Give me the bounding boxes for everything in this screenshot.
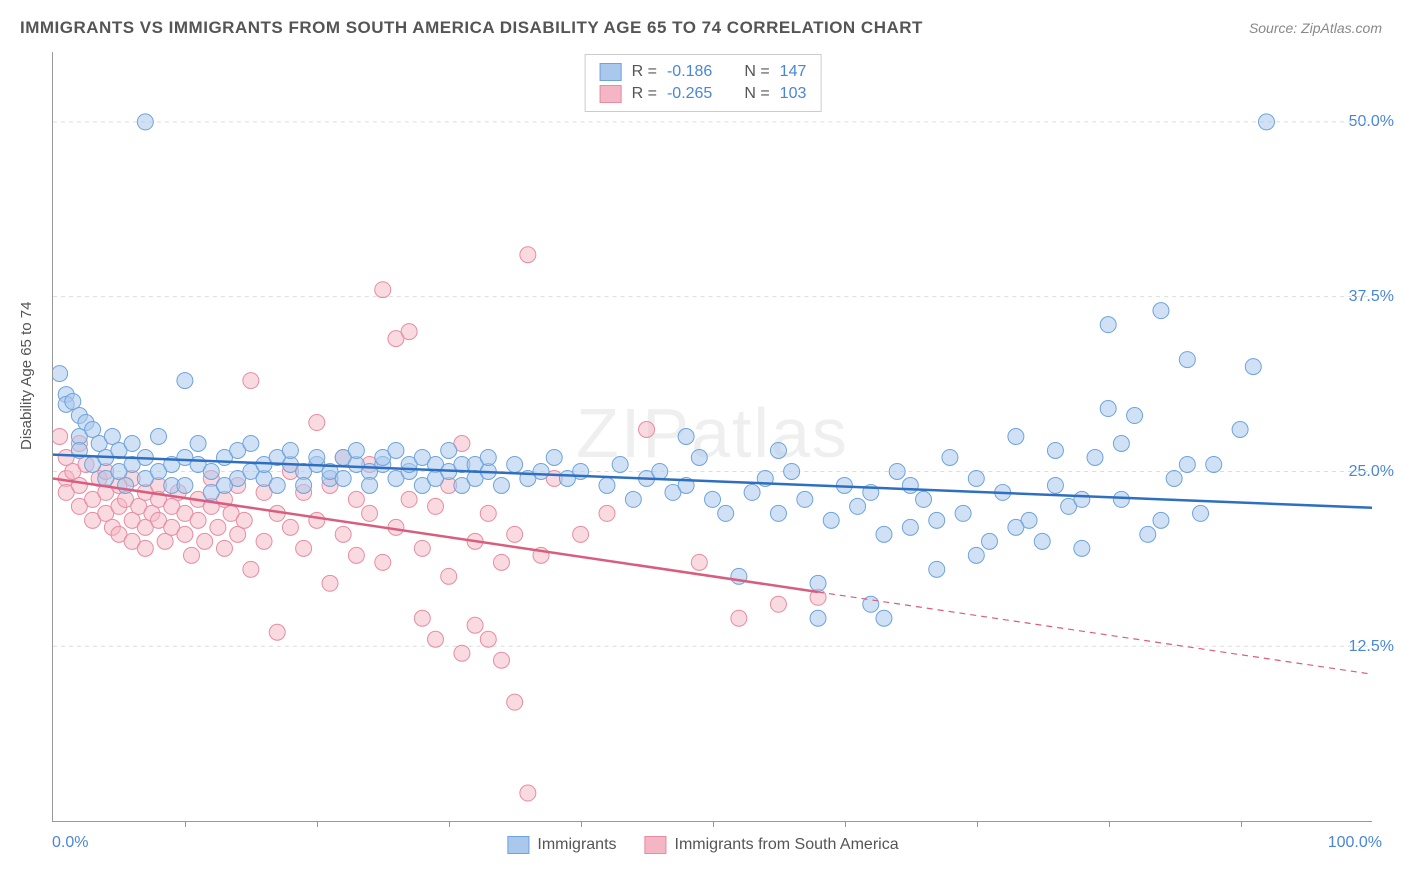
legend-item-immigrants: Immigrants <box>507 836 616 854</box>
series-label-south-america: Immigrants from South America <box>675 836 899 854</box>
n-value-south-america: 103 <box>780 85 807 103</box>
x-tick-mark <box>845 821 846 827</box>
correlation-legend: R = -0.186 N = 147 R = -0.265 N = 103 <box>585 54 822 112</box>
x-tick-mark <box>317 821 318 827</box>
x-tick-mark <box>581 821 582 827</box>
x-tick-mark <box>449 821 450 827</box>
r-label: R = <box>632 85 657 103</box>
plot-area: ZIPatlas <box>52 52 1372 822</box>
x-tick-mark <box>713 821 714 827</box>
chart-svg <box>53 52 1372 821</box>
chart-source: Source: ZipAtlas.com <box>1249 20 1382 36</box>
legend-row-immigrants: R = -0.186 N = 147 <box>600 61 807 83</box>
chart-title: IMMIGRANTS VS IMMIGRANTS FROM SOUTH AMER… <box>20 18 923 38</box>
x-axis-min-label: 0.0% <box>52 834 88 852</box>
r-value-south-america: -0.265 <box>667 85 712 103</box>
series-legend: Immigrants Immigrants from South America <box>499 834 906 856</box>
n-value-immigrants: 147 <box>780 63 807 81</box>
x-tick-mark <box>185 821 186 827</box>
swatch-immigrants <box>507 836 529 854</box>
swatch-south-america <box>645 836 667 854</box>
legend-row-south-america: R = -0.265 N = 103 <box>600 83 807 105</box>
series-label-immigrants: Immigrants <box>537 836 616 854</box>
swatch-immigrants <box>600 63 622 81</box>
x-tick-mark <box>1109 821 1110 827</box>
r-label: R = <box>632 63 657 81</box>
x-tick-mark <box>977 821 978 827</box>
y-axis-label: Disability Age 65 to 74 <box>18 302 35 450</box>
n-label: N = <box>744 85 769 103</box>
x-axis-max-label: 100.0% <box>1328 834 1382 852</box>
r-value-immigrants: -0.186 <box>667 63 712 81</box>
n-label: N = <box>744 63 769 81</box>
x-tick-mark <box>1241 821 1242 827</box>
swatch-south-america <box>600 85 622 103</box>
legend-item-south-america: Immigrants from South America <box>645 836 899 854</box>
